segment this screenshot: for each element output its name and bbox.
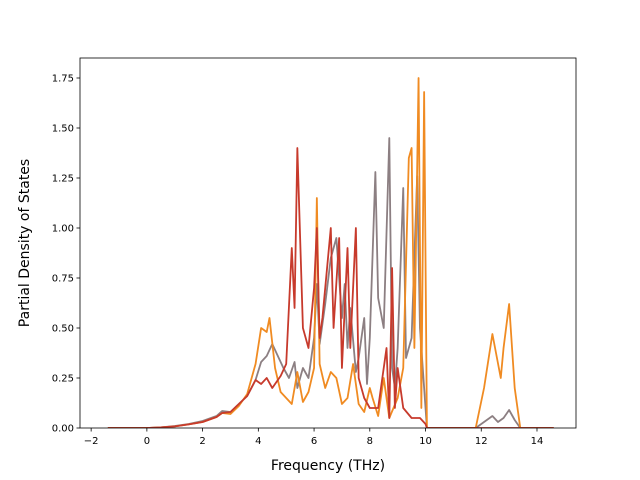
y-tick-label: 1.75 xyxy=(52,74,74,85)
x-tick-label: 14 xyxy=(531,436,544,447)
plot-frame xyxy=(79,57,577,429)
x-tick-label: 4 xyxy=(255,436,261,447)
series-layer xyxy=(107,77,554,428)
x-tick-label: −2 xyxy=(84,436,99,447)
y-tick-label: 1.25 xyxy=(52,174,74,185)
x-tick-label: 6 xyxy=(311,436,317,447)
x-tick-label: 10 xyxy=(419,436,432,447)
series-line-2 xyxy=(107,77,554,428)
x-tick-label: 8 xyxy=(367,436,373,447)
y-tick-label: 0.75 xyxy=(52,274,74,285)
y-tick-label: 0.25 xyxy=(52,374,74,385)
y-tick-label: 1.00 xyxy=(52,224,74,235)
series-line-1 xyxy=(107,137,554,428)
y-axis-label: Partial Density of States xyxy=(17,159,33,327)
y-tick-label: 0.00 xyxy=(52,424,74,435)
x-axis-label: Frequency (THz) xyxy=(271,458,385,474)
y-tick-label: 0.50 xyxy=(52,324,74,335)
x-tick-label: 0 xyxy=(144,436,150,447)
y-tick-label: 1.50 xyxy=(52,124,74,135)
y-axis: 0.00 0.25 0.50 0.75 1.00 1.25 1.50 1.75 xyxy=(52,74,80,435)
x-tick-label: 12 xyxy=(475,436,488,447)
series-line-3 xyxy=(107,147,554,428)
x-axis: −2 0 2 4 6 8 10 12 14 xyxy=(84,428,544,447)
x-tick-label: 2 xyxy=(199,436,205,447)
